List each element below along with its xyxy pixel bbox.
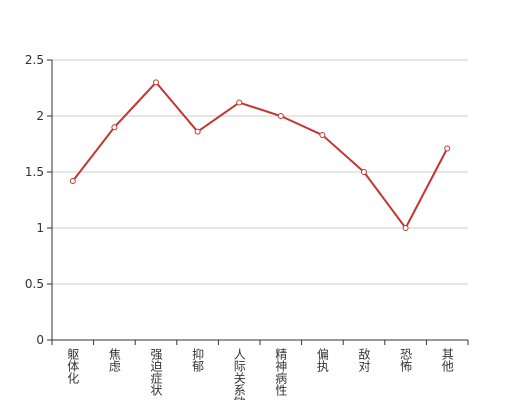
- point: [194, 128, 201, 135]
- x-tick-label: 精神病性: [274, 348, 288, 397]
- y-tick-label: 1.5: [25, 165, 44, 179]
- point: [236, 99, 243, 106]
- x-tick-label: 人际关系敏感: [232, 348, 246, 400]
- point: [277, 113, 284, 119]
- x-tick-label: 焦虑: [107, 348, 121, 372]
- x-tick-label: 恐怖: [399, 348, 413, 372]
- point: [361, 169, 367, 175]
- line: [72, 80, 449, 230]
- x-tick-label: 敌对: [357, 347, 371, 372]
- x-tick-label: 偏执: [315, 347, 329, 373]
- y-tick-label: 2: [36, 109, 44, 123]
- y-tick-label: 0.5: [25, 277, 44, 291]
- y-tick-label: 1: [36, 221, 44, 235]
- x-tick-label: 其他: [440, 348, 454, 372]
- point: [153, 79, 159, 86]
- point: [444, 145, 451, 152]
- x-tick-label: 抑郁: [191, 347, 205, 373]
- point: [402, 225, 409, 231]
- y-tick-label: 2.5: [25, 53, 44, 67]
- point: [69, 177, 76, 184]
- x-tick-label: 躯体化: [66, 347, 80, 385]
- y-tick-label: 0: [36, 333, 44, 347]
- point: [111, 124, 118, 131]
- point: [319, 132, 326, 139]
- x-tick-label: 强迫症状: [149, 348, 163, 396]
